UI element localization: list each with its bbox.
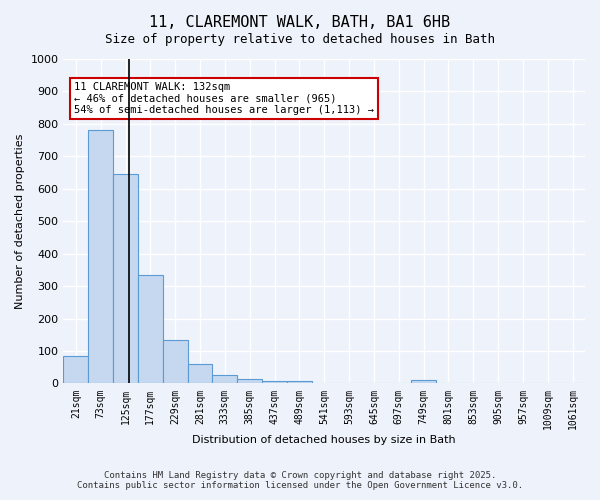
Text: 11 CLAREMONT WALK: 132sqm
← 46% of detached houses are smaller (965)
54% of semi: 11 CLAREMONT WALK: 132sqm ← 46% of detac… [74,82,374,115]
Bar [88,130,113,384]
Bar [113,174,138,384]
Bar [64,356,88,384]
Text: Size of property relative to detached houses in Bath: Size of property relative to detached ho… [105,32,495,46]
Bar [163,340,188,384]
Bar [212,376,237,384]
Bar [411,380,436,384]
Y-axis label: Number of detached properties: Number of detached properties [15,134,25,309]
Text: 11, CLAREMONT WALK, BATH, BA1 6HB: 11, CLAREMONT WALK, BATH, BA1 6HB [149,15,451,30]
X-axis label: Distribution of detached houses by size in Bath: Distribution of detached houses by size … [193,435,456,445]
Text: Contains HM Land Registry data © Crown copyright and database right 2025.
Contai: Contains HM Land Registry data © Crown c… [77,470,523,490]
Bar [262,381,287,384]
Bar [287,381,312,384]
Bar [237,378,262,384]
Bar [188,364,212,384]
Bar [138,275,163,384]
